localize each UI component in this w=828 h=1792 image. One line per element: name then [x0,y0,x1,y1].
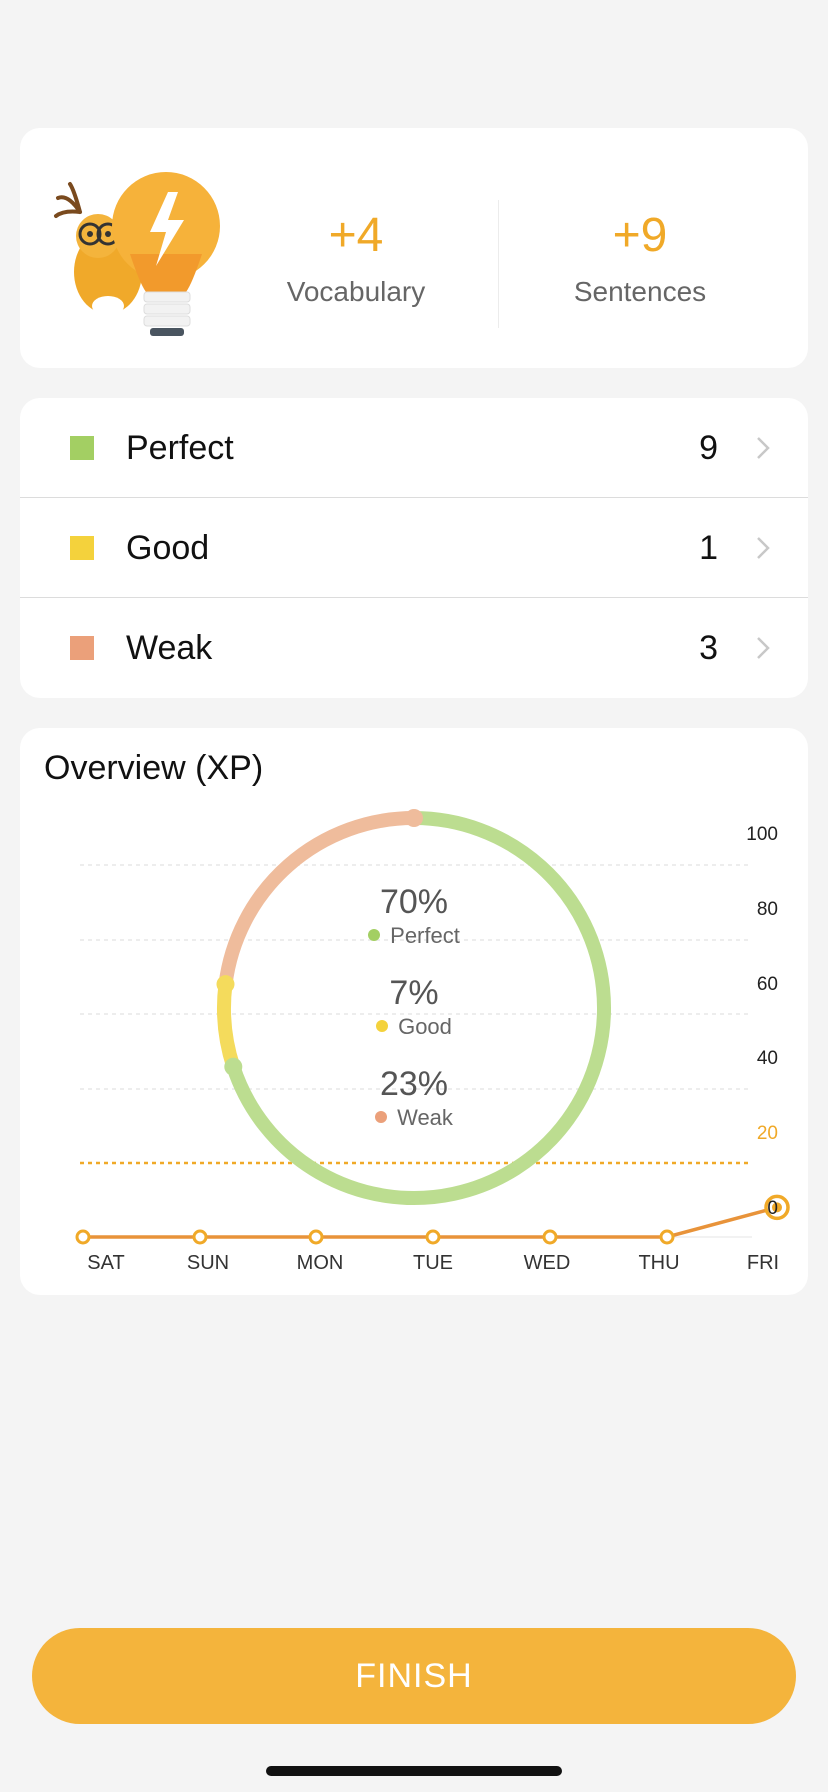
good-pct: 7% [389,974,439,1012]
xp-point [308,1229,324,1245]
y-tick: 60 [756,974,778,995]
xp-point [75,1229,91,1245]
x-tick: FRI [746,1252,780,1274]
overview-card: Overview (XP) 70% Perfect 7% Good 23% We… [20,728,808,1295]
donut-segment-weak [218,811,415,986]
perfect-legend-label: Perfect [390,923,460,948]
x-tick: TUE [413,1252,453,1274]
score-label: Good [126,529,210,567]
finish-button[interactable]: FINISH [32,1628,796,1724]
x-tick: SAT [87,1252,125,1274]
perfect-pct: 70% [379,883,449,921]
divider [498,200,499,328]
vocabulary-label: Vocabulary [286,276,426,307]
xp-point [425,1229,441,1245]
y-tick: 100 [746,824,778,845]
sentences-label: Sentences [573,276,707,307]
chevron-right-icon [757,437,770,459]
perfect-legend: Perfect [314,922,514,950]
vocabulary-count: +4 [328,209,384,262]
score-row-weak[interactable]: Weak 3 [20,598,808,697]
sentences-count: +9 [612,209,668,262]
xp-point [659,1229,675,1245]
perfect-color-swatch [70,436,94,460]
donut-segment-perfect [226,811,611,1205]
weak-legend-label: Weak [397,1105,453,1130]
x-tick: SUN [186,1252,230,1274]
xp-point [542,1229,558,1245]
score-row-perfect[interactable]: Perfect 9 [20,398,808,497]
score-count: 1 [699,529,718,567]
y-tick-target: 20 [756,1123,778,1144]
overview-chart [75,809,790,1245]
donut-cap [216,975,235,994]
perfect-percentage: 70% Perfect [314,882,514,950]
chevron-right-icon [757,637,770,659]
donut-cap [405,809,423,827]
mascot-lightbulb-icon [54,172,220,336]
good-legend: Good [314,1013,514,1041]
chevron-right-icon [757,537,770,559]
x-tick: THU [638,1252,680,1274]
score-label: Perfect [126,429,234,467]
x-tick: MON [296,1252,344,1274]
score-list: Perfect 9 Good 1 Weak 3 [20,398,808,698]
good-color-swatch [70,536,94,560]
vocabulary-stat: +4 Vocabulary [236,208,476,312]
donut-cap [224,1057,243,1076]
good-legend-label: Good [398,1014,452,1039]
weak-dot [375,1111,388,1124]
y-tick: 80 [756,899,778,920]
score-label: Weak [126,629,213,667]
overview-title: Overview (XP) [44,749,264,787]
xp-point [192,1229,208,1245]
score-count: 9 [699,429,718,467]
sentences-stat: +9 Sentences [520,208,760,312]
y-tick: 0 [767,1198,778,1219]
xp-point-current-dot [772,1202,782,1213]
weak-legend: Weak [314,1104,514,1132]
x-tick: WED [523,1252,571,1274]
score-row-good[interactable]: Good 1 [20,498,808,597]
weak-pct: 23% [379,1065,449,1103]
score-count: 3 [699,629,718,667]
summary-card: +4 Vocabulary +9 Sentences [20,128,808,368]
weak-percentage: 23% Weak [314,1064,514,1132]
weak-color-swatch [70,636,94,660]
good-dot [376,1020,389,1033]
home-indicator [266,1766,562,1776]
row-divider [20,597,808,598]
row-divider [20,497,808,498]
y-tick: 40 [756,1048,778,1069]
good-percentage: 7% Good [314,973,514,1041]
perfect-dot [368,929,381,942]
donut-segment-good [217,983,240,1069]
